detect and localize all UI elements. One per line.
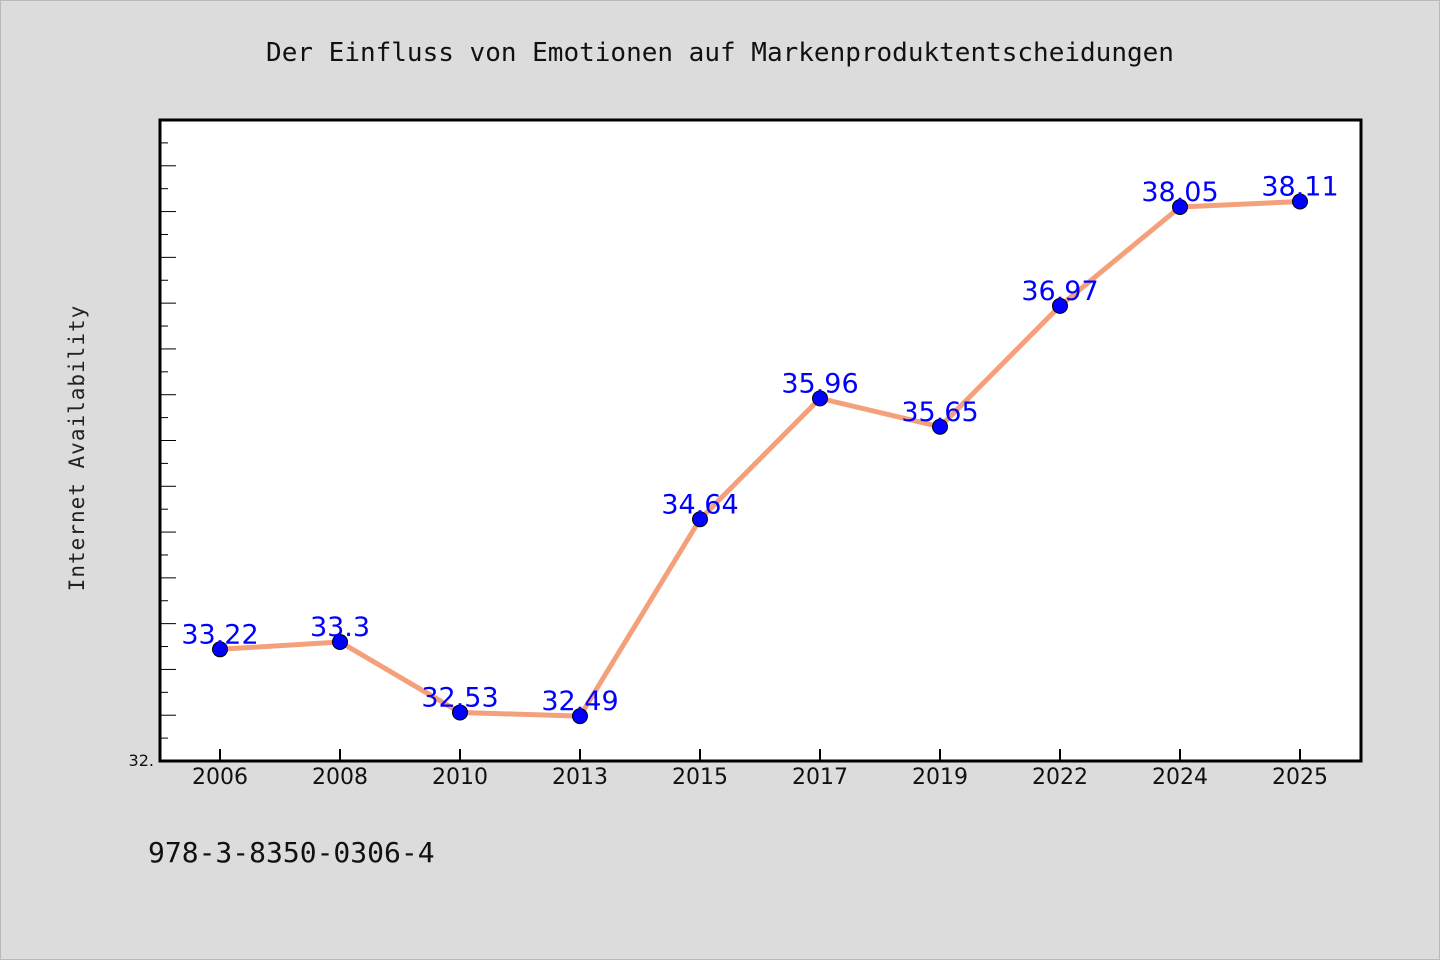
data-point [692, 511, 708, 528]
x-tick-label: 2024 [1152, 765, 1208, 790]
data-markers [212, 193, 1308, 725]
chart-title: Der Einfluss von Emotionen auf Markenpro… [266, 38, 1174, 68]
data-label: 38.11 [1261, 171, 1338, 202]
x-axis-ticks [219, 749, 1301, 761]
y-axis-min-label: 32. [129, 751, 154, 770]
data-label: 32.53 [421, 682, 498, 713]
x-tick-label: 2019 [912, 765, 968, 790]
data-label: 38.05 [1141, 177, 1218, 208]
data-label: 33.3 [310, 612, 370, 643]
data-point [332, 633, 348, 650]
data-label: 33.22 [181, 619, 258, 650]
x-tick-label: 2008 [312, 765, 368, 790]
plot-area [158, 118, 1363, 763]
data-label: 36.97 [1021, 276, 1098, 307]
x-axis-tick-labels: 2006 2008 2010 2013 2015 2017 2019 2022 2024 2025 [192, 765, 1328, 790]
series-line [217, 198, 1303, 719]
x-tick-label: 2022 [1032, 765, 1088, 790]
data-label: 35.96 [781, 368, 858, 399]
x-tick-label: 2006 [192, 765, 248, 790]
x-tick-label: 2025 [1272, 765, 1328, 790]
data-label: 32.49 [541, 686, 618, 717]
data-point [572, 708, 588, 725]
x-tick-label: 2017 [792, 765, 848, 790]
data-point [1052, 297, 1068, 314]
data-point [1292, 193, 1308, 210]
data-point [812, 390, 828, 407]
x-tick-label: 2015 [672, 765, 728, 790]
data-point [1172, 198, 1188, 215]
data-point [932, 418, 948, 435]
data-label: 35.65 [901, 397, 978, 428]
data-point [212, 641, 228, 658]
isbn-text: 978-3-8350-0306-4 [148, 836, 435, 869]
x-tick-label: 2013 [552, 765, 608, 790]
data-point [452, 704, 468, 721]
data-label: 34.64 [661, 489, 738, 520]
data-labels: 33.22 33.3 32.53 32.49 34.64 35.96 35.65 36.97 3… [181, 171, 1338, 717]
y-axis-label: Internet Availability [65, 305, 89, 592]
y-axis-ticks [160, 119, 176, 762]
x-tick-label: 2010 [432, 765, 488, 790]
